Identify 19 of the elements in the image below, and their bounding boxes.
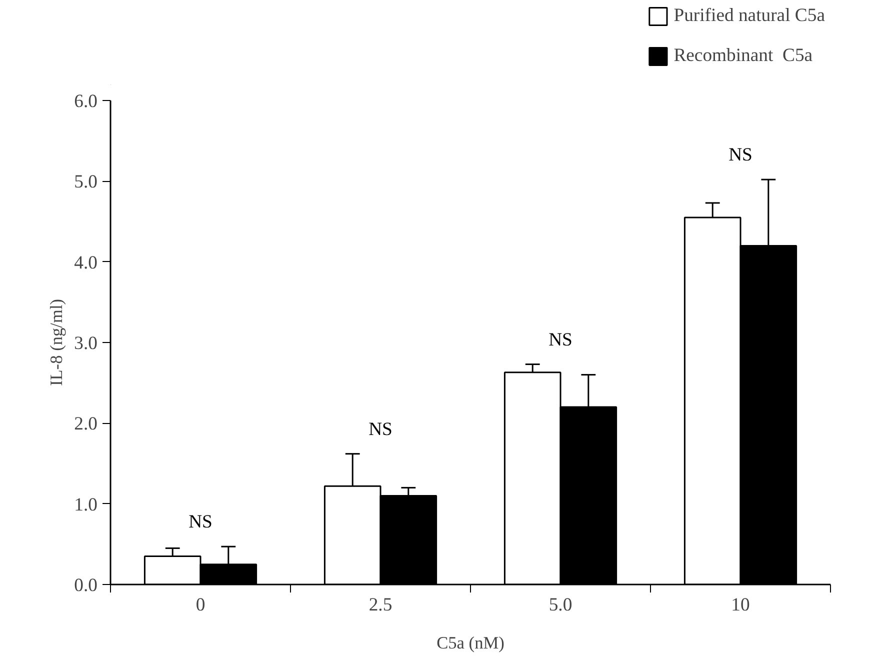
y-axis-title: IL-8 (ng/ml) — [47, 298, 66, 386]
x-tick-label: 2.5 — [368, 594, 392, 616]
legend-label: Purified natural C5a — [674, 5, 825, 27]
annotation: NS — [188, 512, 212, 533]
annotation: NS — [728, 144, 752, 166]
x-tick-label: 10 — [731, 594, 750, 616]
annotation: NS — [548, 329, 572, 350]
y-tick-label: 6.0 — [74, 91, 98, 112]
y-tick-label: 4.0 — [74, 252, 98, 274]
y-tick-label: 1.0 — [74, 494, 98, 516]
y-tick-label: 3.0 — [74, 333, 98, 354]
x-tick-label: 5.0 — [548, 594, 572, 616]
annotation: NS — [368, 418, 392, 440]
x-tick-label: 0 — [196, 594, 206, 616]
y-tick-label: 2.0 — [74, 414, 98, 435]
x-axis-title: C5a (nM) — [436, 634, 505, 652]
y-tick-label: 5.0 — [74, 172, 98, 193]
legend-label: Recombinant C5a — [674, 45, 813, 67]
y-tick-label: 0.0 — [74, 575, 98, 596]
